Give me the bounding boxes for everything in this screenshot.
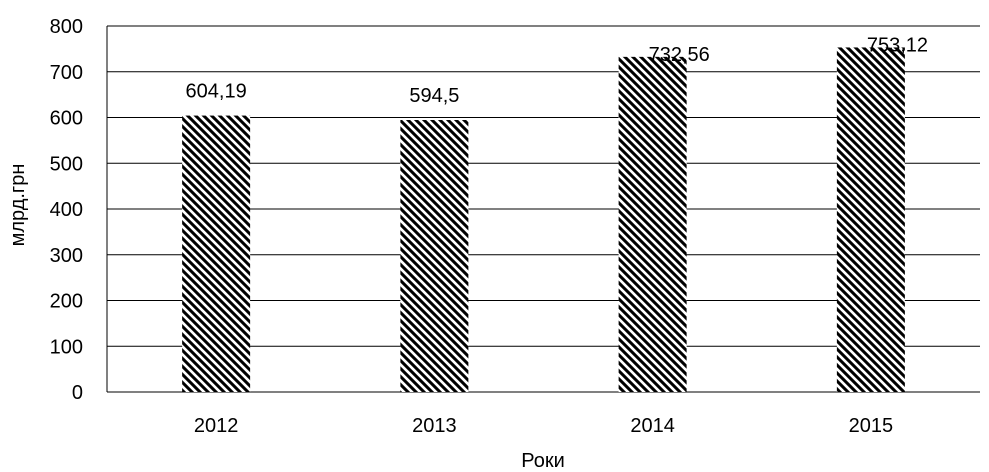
x-tick-labels: 2012 2013 2014 2015 <box>194 415 893 437</box>
y-tick-label: 500 <box>50 153 83 175</box>
x-axis-title: Роки <box>521 450 565 472</box>
bars <box>182 47 905 393</box>
y-tick-label: 600 <box>50 108 83 130</box>
data-label: 753,12 <box>867 34 928 56</box>
y-tick-label: 700 <box>50 62 83 84</box>
x-tick-label: 2014 <box>630 415 675 437</box>
data-label: 594,5 <box>409 85 459 107</box>
bar-2013 <box>400 120 469 393</box>
y-tick-label: 0 <box>72 382 83 404</box>
x-tick-label: 2015 <box>849 415 894 437</box>
y-tick-label: 400 <box>50 199 83 221</box>
y-tick-label: 300 <box>50 245 83 267</box>
bar-2014 <box>618 56 687 393</box>
data-label: 604,19 <box>186 81 247 103</box>
y-axis-title: млрд.грн <box>7 164 29 247</box>
gridlines <box>106 25 980 393</box>
bar-2012 <box>182 115 251 393</box>
y-tick-label: 800 <box>50 16 83 38</box>
data-labels: 604,19 594,5 732,56 753,12 <box>186 34 929 107</box>
data-label: 732,56 <box>649 44 710 66</box>
y-tick-labels: 0 100 200 300 400 500 600 700 800 <box>50 16 83 404</box>
y-tick-label: 100 <box>50 336 83 358</box>
y-tick-label: 200 <box>50 291 83 313</box>
x-tick-label: 2013 <box>412 415 457 437</box>
bar-2015 <box>836 47 905 392</box>
x-tick-label: 2012 <box>194 415 239 437</box>
